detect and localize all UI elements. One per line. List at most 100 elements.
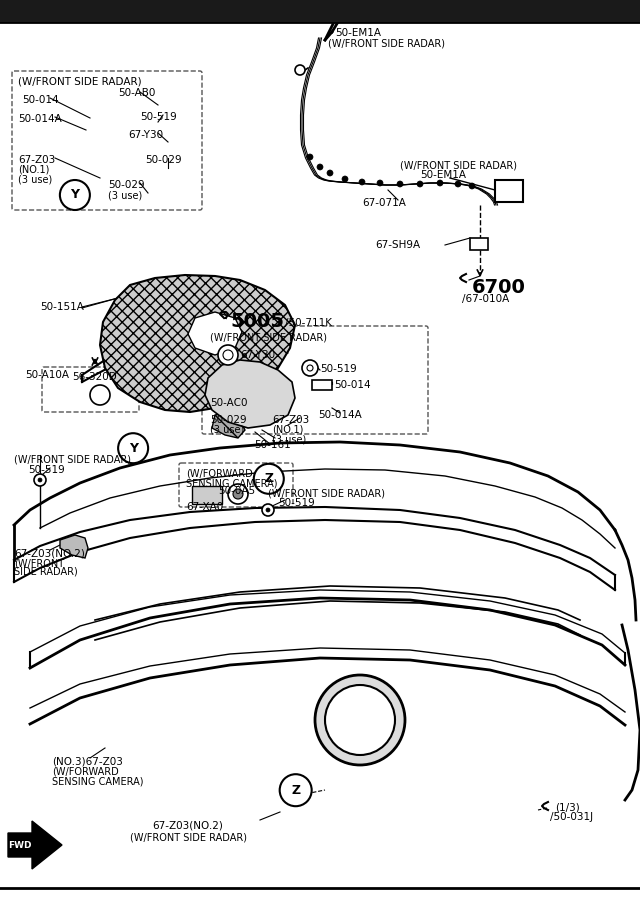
Text: 50-151A: 50-151A bbox=[40, 302, 84, 312]
Circle shape bbox=[223, 350, 233, 360]
Text: (3 use): (3 use) bbox=[108, 190, 142, 200]
Circle shape bbox=[254, 464, 284, 494]
Polygon shape bbox=[212, 412, 245, 438]
Circle shape bbox=[60, 180, 90, 210]
Circle shape bbox=[307, 154, 313, 160]
Circle shape bbox=[342, 176, 348, 182]
Circle shape bbox=[455, 181, 461, 187]
Text: 67-Y30: 67-Y30 bbox=[240, 350, 275, 360]
Text: (W/FRONT: (W/FRONT bbox=[14, 558, 64, 568]
Text: (W/FORWARD: (W/FORWARD bbox=[52, 766, 119, 776]
Text: 56-320D: 56-320D bbox=[72, 372, 116, 382]
Circle shape bbox=[325, 685, 395, 755]
Circle shape bbox=[315, 675, 405, 765]
Circle shape bbox=[377, 180, 383, 186]
Text: 67-Z03: 67-Z03 bbox=[18, 155, 55, 165]
Text: 50-A10A: 50-A10A bbox=[25, 370, 69, 380]
Circle shape bbox=[262, 504, 274, 516]
Polygon shape bbox=[100, 275, 295, 412]
Text: 50-519: 50-519 bbox=[28, 465, 65, 475]
Text: 6700: 6700 bbox=[472, 278, 526, 297]
Text: 50-519: 50-519 bbox=[278, 498, 315, 508]
Circle shape bbox=[469, 183, 475, 189]
Polygon shape bbox=[188, 312, 242, 355]
Text: 67-Y30: 67-Y30 bbox=[128, 130, 163, 140]
Text: SIDE RADAR): SIDE RADAR) bbox=[14, 567, 77, 577]
Text: SENSING CAMERA): SENSING CAMERA) bbox=[52, 776, 143, 786]
Circle shape bbox=[397, 181, 403, 187]
Text: 67-XA0: 67-XA0 bbox=[186, 502, 223, 512]
Text: /50-711K: /50-711K bbox=[285, 318, 332, 328]
Circle shape bbox=[327, 170, 333, 176]
Text: 50-014A: 50-014A bbox=[18, 114, 61, 124]
Text: 50-519: 50-519 bbox=[320, 364, 356, 374]
Text: 67-SH9A: 67-SH9A bbox=[375, 240, 420, 250]
Circle shape bbox=[38, 478, 42, 482]
Text: 50-519: 50-519 bbox=[140, 112, 177, 122]
Text: 50-014A: 50-014A bbox=[318, 410, 362, 420]
Text: Z: Z bbox=[291, 784, 300, 796]
Text: (W/FRONT SIDE RADAR): (W/FRONT SIDE RADAR) bbox=[18, 76, 141, 86]
Text: SENSING CAMERA): SENSING CAMERA) bbox=[186, 478, 278, 488]
Circle shape bbox=[90, 385, 110, 405]
Circle shape bbox=[307, 365, 313, 371]
Text: (NO.1): (NO.1) bbox=[18, 165, 49, 175]
Text: 67-Z03: 67-Z03 bbox=[272, 415, 309, 425]
Text: 50-AC0: 50-AC0 bbox=[210, 398, 248, 408]
Text: 50-014: 50-014 bbox=[334, 380, 371, 390]
Circle shape bbox=[118, 433, 148, 464]
Text: (W/FRONT SIDE RADAR): (W/FRONT SIDE RADAR) bbox=[129, 832, 246, 842]
Text: /50-031J: /50-031J bbox=[550, 812, 593, 822]
Circle shape bbox=[228, 484, 248, 504]
Circle shape bbox=[417, 181, 423, 187]
Text: 50-014: 50-014 bbox=[22, 95, 59, 105]
Circle shape bbox=[34, 474, 46, 486]
Text: (NO.1): (NO.1) bbox=[272, 425, 303, 435]
Text: 50-0A5: 50-0A5 bbox=[218, 486, 255, 496]
Circle shape bbox=[266, 508, 270, 512]
Polygon shape bbox=[8, 821, 62, 869]
Circle shape bbox=[359, 179, 365, 185]
Text: 50-AB0: 50-AB0 bbox=[118, 88, 156, 98]
Circle shape bbox=[218, 345, 238, 365]
Circle shape bbox=[295, 65, 305, 75]
Text: (NO.3)67-Z03: (NO.3)67-Z03 bbox=[52, 756, 123, 766]
Text: (W/O FRONT SONAR): (W/O FRONT SONAR) bbox=[8, 3, 186, 18]
Text: /67-010A: /67-010A bbox=[462, 294, 509, 304]
Text: FWD: FWD bbox=[8, 841, 32, 850]
Text: (1/3): (1/3) bbox=[555, 802, 580, 812]
Bar bbox=[470, 238, 488, 250]
Text: 50-029: 50-029 bbox=[210, 415, 246, 425]
Polygon shape bbox=[205, 360, 295, 428]
Text: (3 use): (3 use) bbox=[18, 174, 52, 184]
Bar bbox=[0, 0, 640, 22]
Text: Y: Y bbox=[70, 188, 79, 202]
Text: (W/FORWARD: (W/FORWARD bbox=[186, 468, 253, 478]
Text: 50-EM1A: 50-EM1A bbox=[420, 170, 466, 180]
Bar bbox=[312, 380, 332, 390]
Circle shape bbox=[317, 164, 323, 170]
Text: (3 use): (3 use) bbox=[210, 425, 244, 435]
Text: (W/FRONT SIDE RADAR): (W/FRONT SIDE RADAR) bbox=[210, 332, 327, 342]
Text: (W/FRONT SIDE RADAR): (W/FRONT SIDE RADAR) bbox=[14, 455, 131, 465]
Text: (W/FRONT SIDE RADAR): (W/FRONT SIDE RADAR) bbox=[328, 38, 445, 48]
Text: (W/FRONT SIDE RADAR): (W/FRONT SIDE RADAR) bbox=[400, 160, 517, 170]
Bar bbox=[192, 486, 222, 504]
Text: Z: Z bbox=[264, 472, 273, 485]
Circle shape bbox=[233, 489, 243, 499]
Polygon shape bbox=[60, 535, 88, 558]
Text: 50-029: 50-029 bbox=[108, 180, 145, 190]
Text: 50-161: 50-161 bbox=[254, 440, 291, 450]
Circle shape bbox=[280, 774, 312, 806]
Circle shape bbox=[437, 180, 443, 186]
Text: 67-071A: 67-071A bbox=[362, 198, 406, 208]
Text: 67-Z03(NO.2): 67-Z03(NO.2) bbox=[152, 820, 223, 830]
Text: 5005: 5005 bbox=[230, 312, 284, 331]
Bar bbox=[495, 180, 523, 202]
Text: Y: Y bbox=[129, 442, 138, 454]
Text: 50-EM1A: 50-EM1A bbox=[335, 28, 381, 38]
Circle shape bbox=[302, 360, 318, 376]
Text: (3 use): (3 use) bbox=[272, 434, 307, 444]
Text: 50-029: 50-029 bbox=[145, 155, 182, 165]
Text: 67-Z03(NO.2): 67-Z03(NO.2) bbox=[14, 548, 85, 558]
